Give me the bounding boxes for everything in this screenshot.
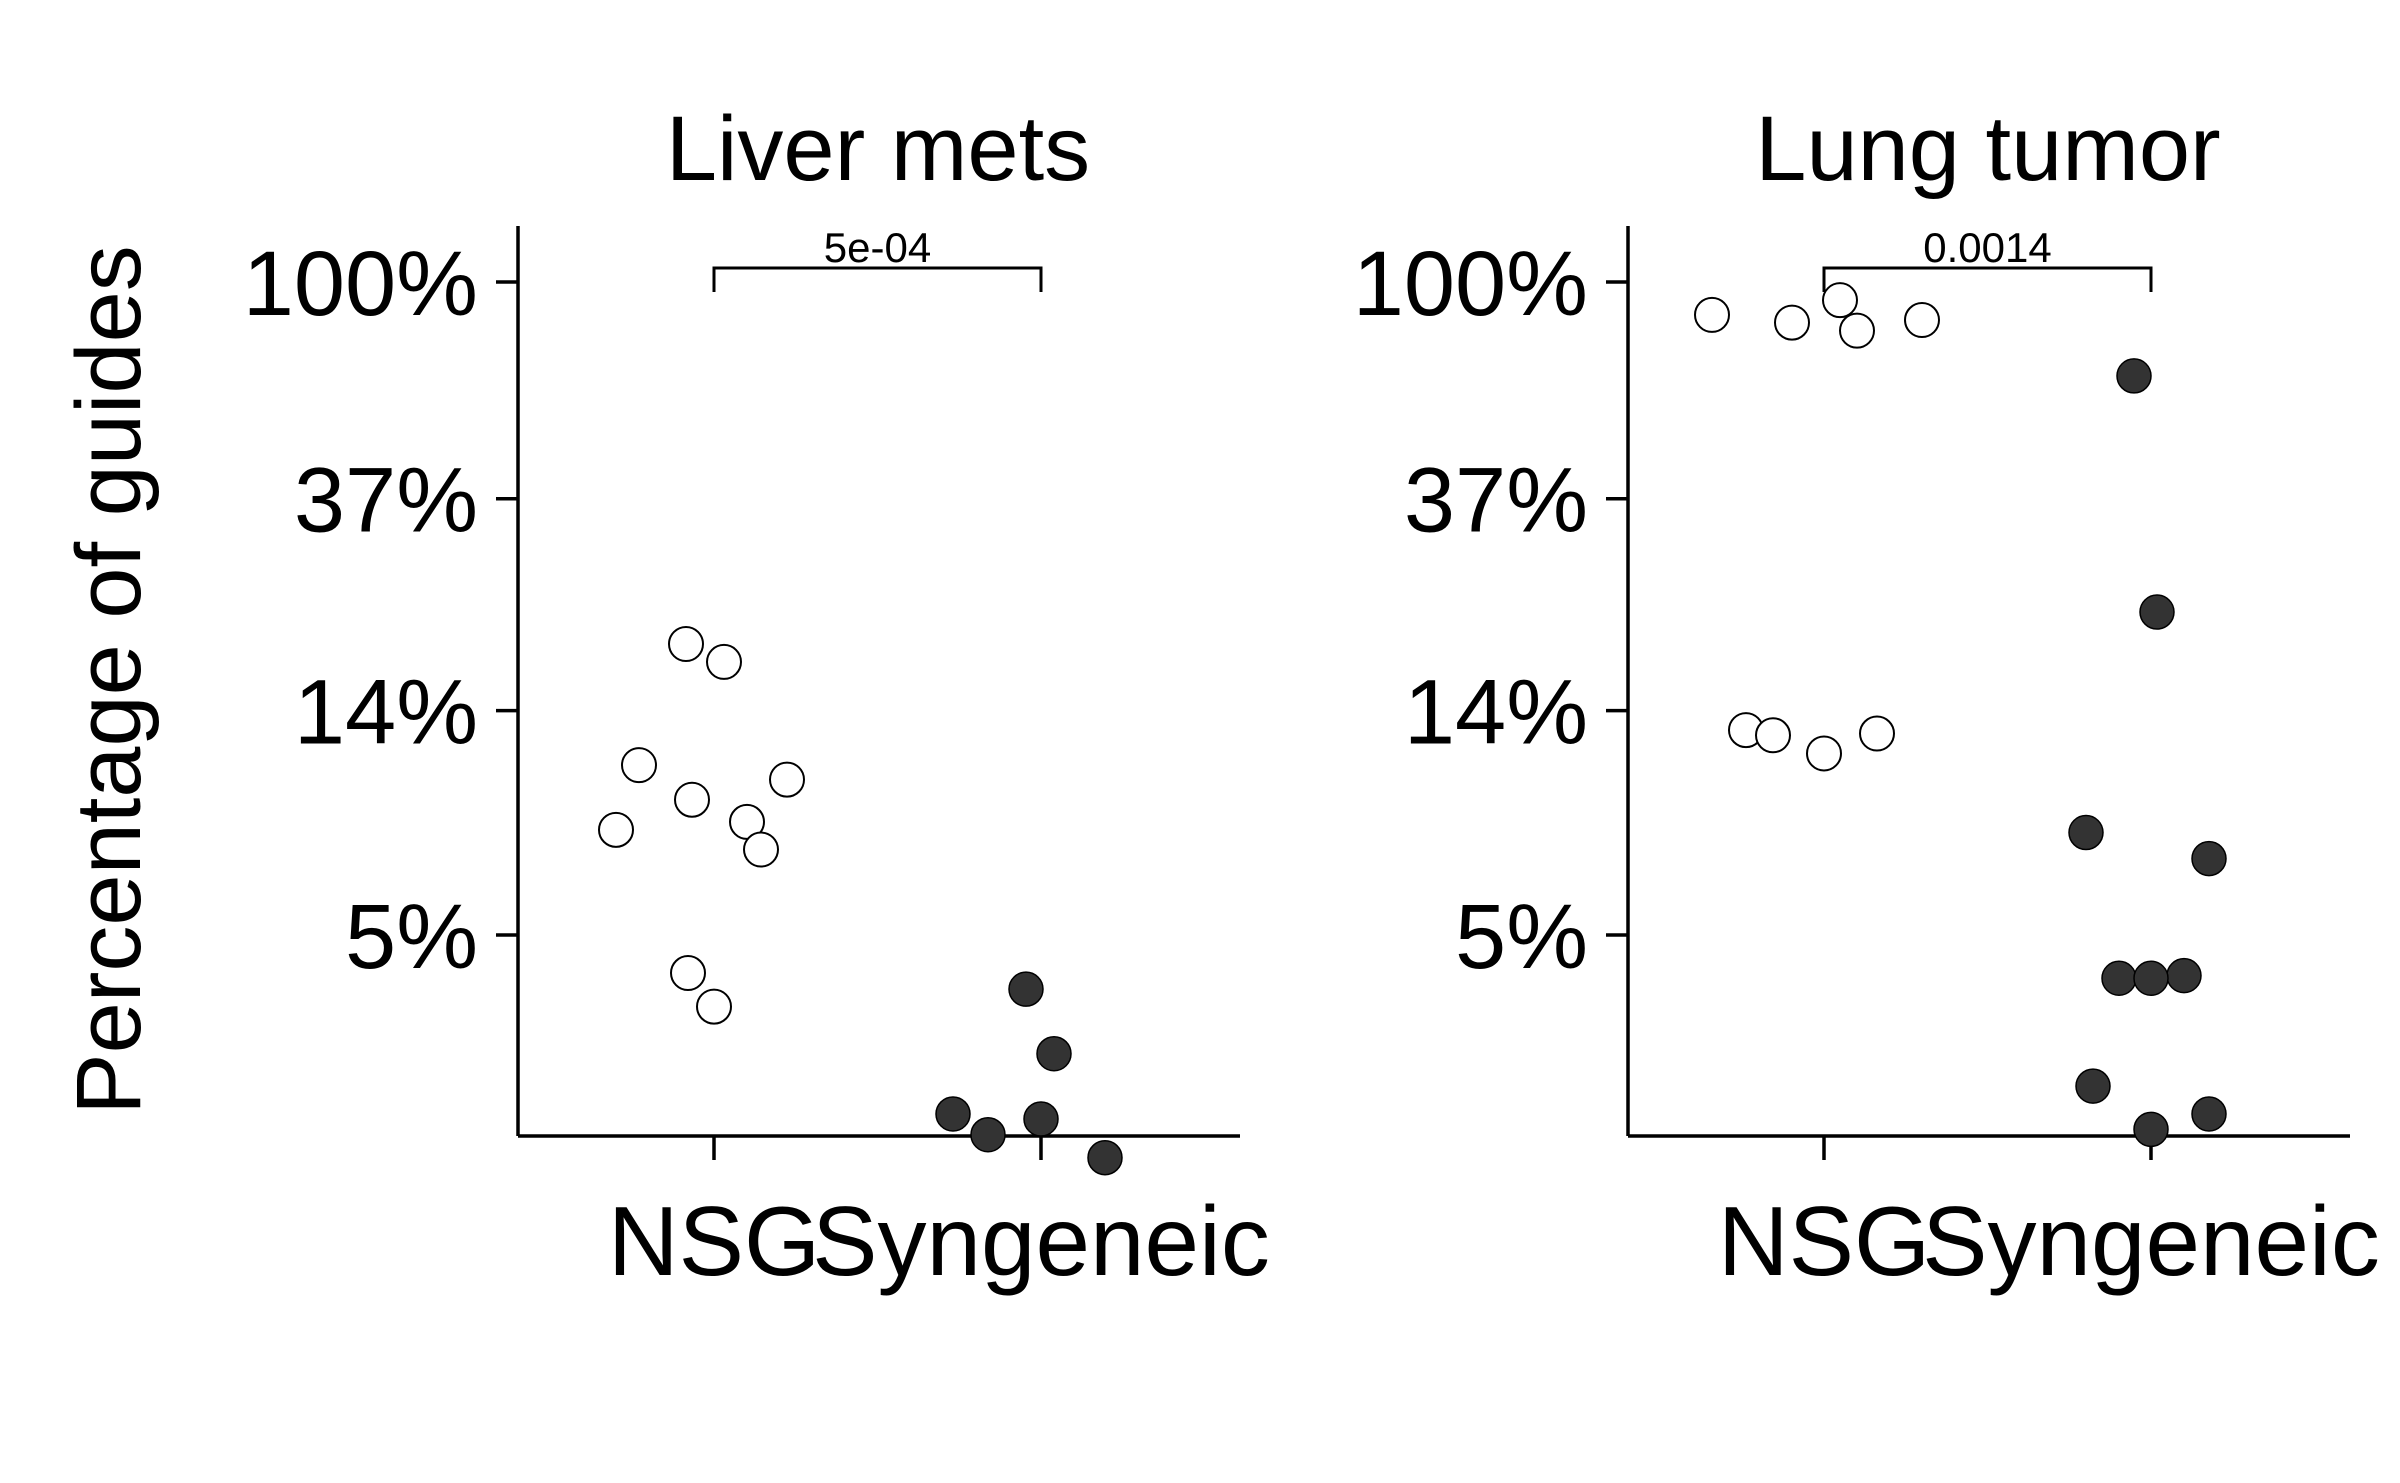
nsg-point	[1774, 304, 1810, 341]
syngeneic-point	[2191, 1096, 2227, 1132]
y-tick-label: 37%	[1404, 450, 1588, 552]
syngeneic-point	[1008, 971, 1044, 1007]
nsg-point	[1694, 296, 1730, 333]
syngeneic-point	[2133, 960, 2169, 997]
syngeneic-point	[1023, 1101, 1059, 1137]
x-tick-label: NSG	[608, 1186, 820, 1296]
nsg-point	[1755, 717, 1791, 754]
y-tick-label: 14%	[294, 662, 478, 764]
x-tick-label: Syngeneic	[812, 1186, 1270, 1296]
syngeneic-point	[2068, 814, 2104, 851]
nsg-point	[696, 988, 732, 1025]
y-tick-label: 100%	[243, 233, 478, 335]
y-axis-label: Percentage of guides	[58, 245, 160, 1115]
nsg-point	[621, 747, 657, 784]
syngeneic-point	[2133, 1111, 2169, 1148]
significance-bracket	[1822, 266, 2153, 292]
nsg-point	[1839, 312, 1875, 349]
p-value-label: 5e-04	[824, 224, 931, 271]
nsg-point	[674, 781, 710, 818]
nsg-point	[670, 955, 706, 992]
nsg-point	[769, 761, 805, 798]
nsg-point	[1806, 735, 1842, 772]
nsg-point	[1904, 302, 1940, 339]
y-tick-label: 5%	[1455, 886, 1588, 988]
syngeneic-point	[2101, 960, 2137, 997]
nsg-point	[743, 831, 779, 868]
syngeneic-point	[1087, 1139, 1123, 1176]
nsg-point	[668, 626, 704, 663]
panel-title: Lung tumor	[1755, 98, 2220, 200]
y-tick-label: 5%	[345, 886, 478, 988]
syngeneic-point	[2139, 594, 2175, 630]
syngeneic-point	[2191, 840, 2227, 877]
syngeneic-point	[970, 1116, 1006, 1153]
syngeneic-point	[1036, 1035, 1072, 1072]
p-value-label: 0.0014	[1923, 224, 2051, 271]
y-tick-label: 100%	[1353, 233, 1588, 335]
nsg-point	[1859, 715, 1895, 752]
syngeneic-point	[2075, 1068, 2111, 1104]
x-tick-label: NSG	[1718, 1186, 1930, 1296]
nsg-point	[1822, 282, 1858, 319]
significance-bracket	[712, 266, 1043, 292]
nsg-point	[706, 643, 742, 680]
nsg-point	[598, 811, 634, 848]
x-tick-label: Syngeneic	[1922, 1186, 2380, 1296]
y-tick-label: 14%	[1404, 662, 1588, 764]
syngeneic-point	[2166, 957, 2202, 994]
y-tick-label: 37%	[294, 450, 478, 552]
panel-title: Liver mets	[666, 98, 1090, 200]
syngeneic-point	[2116, 358, 2152, 394]
syngeneic-point	[935, 1096, 971, 1132]
